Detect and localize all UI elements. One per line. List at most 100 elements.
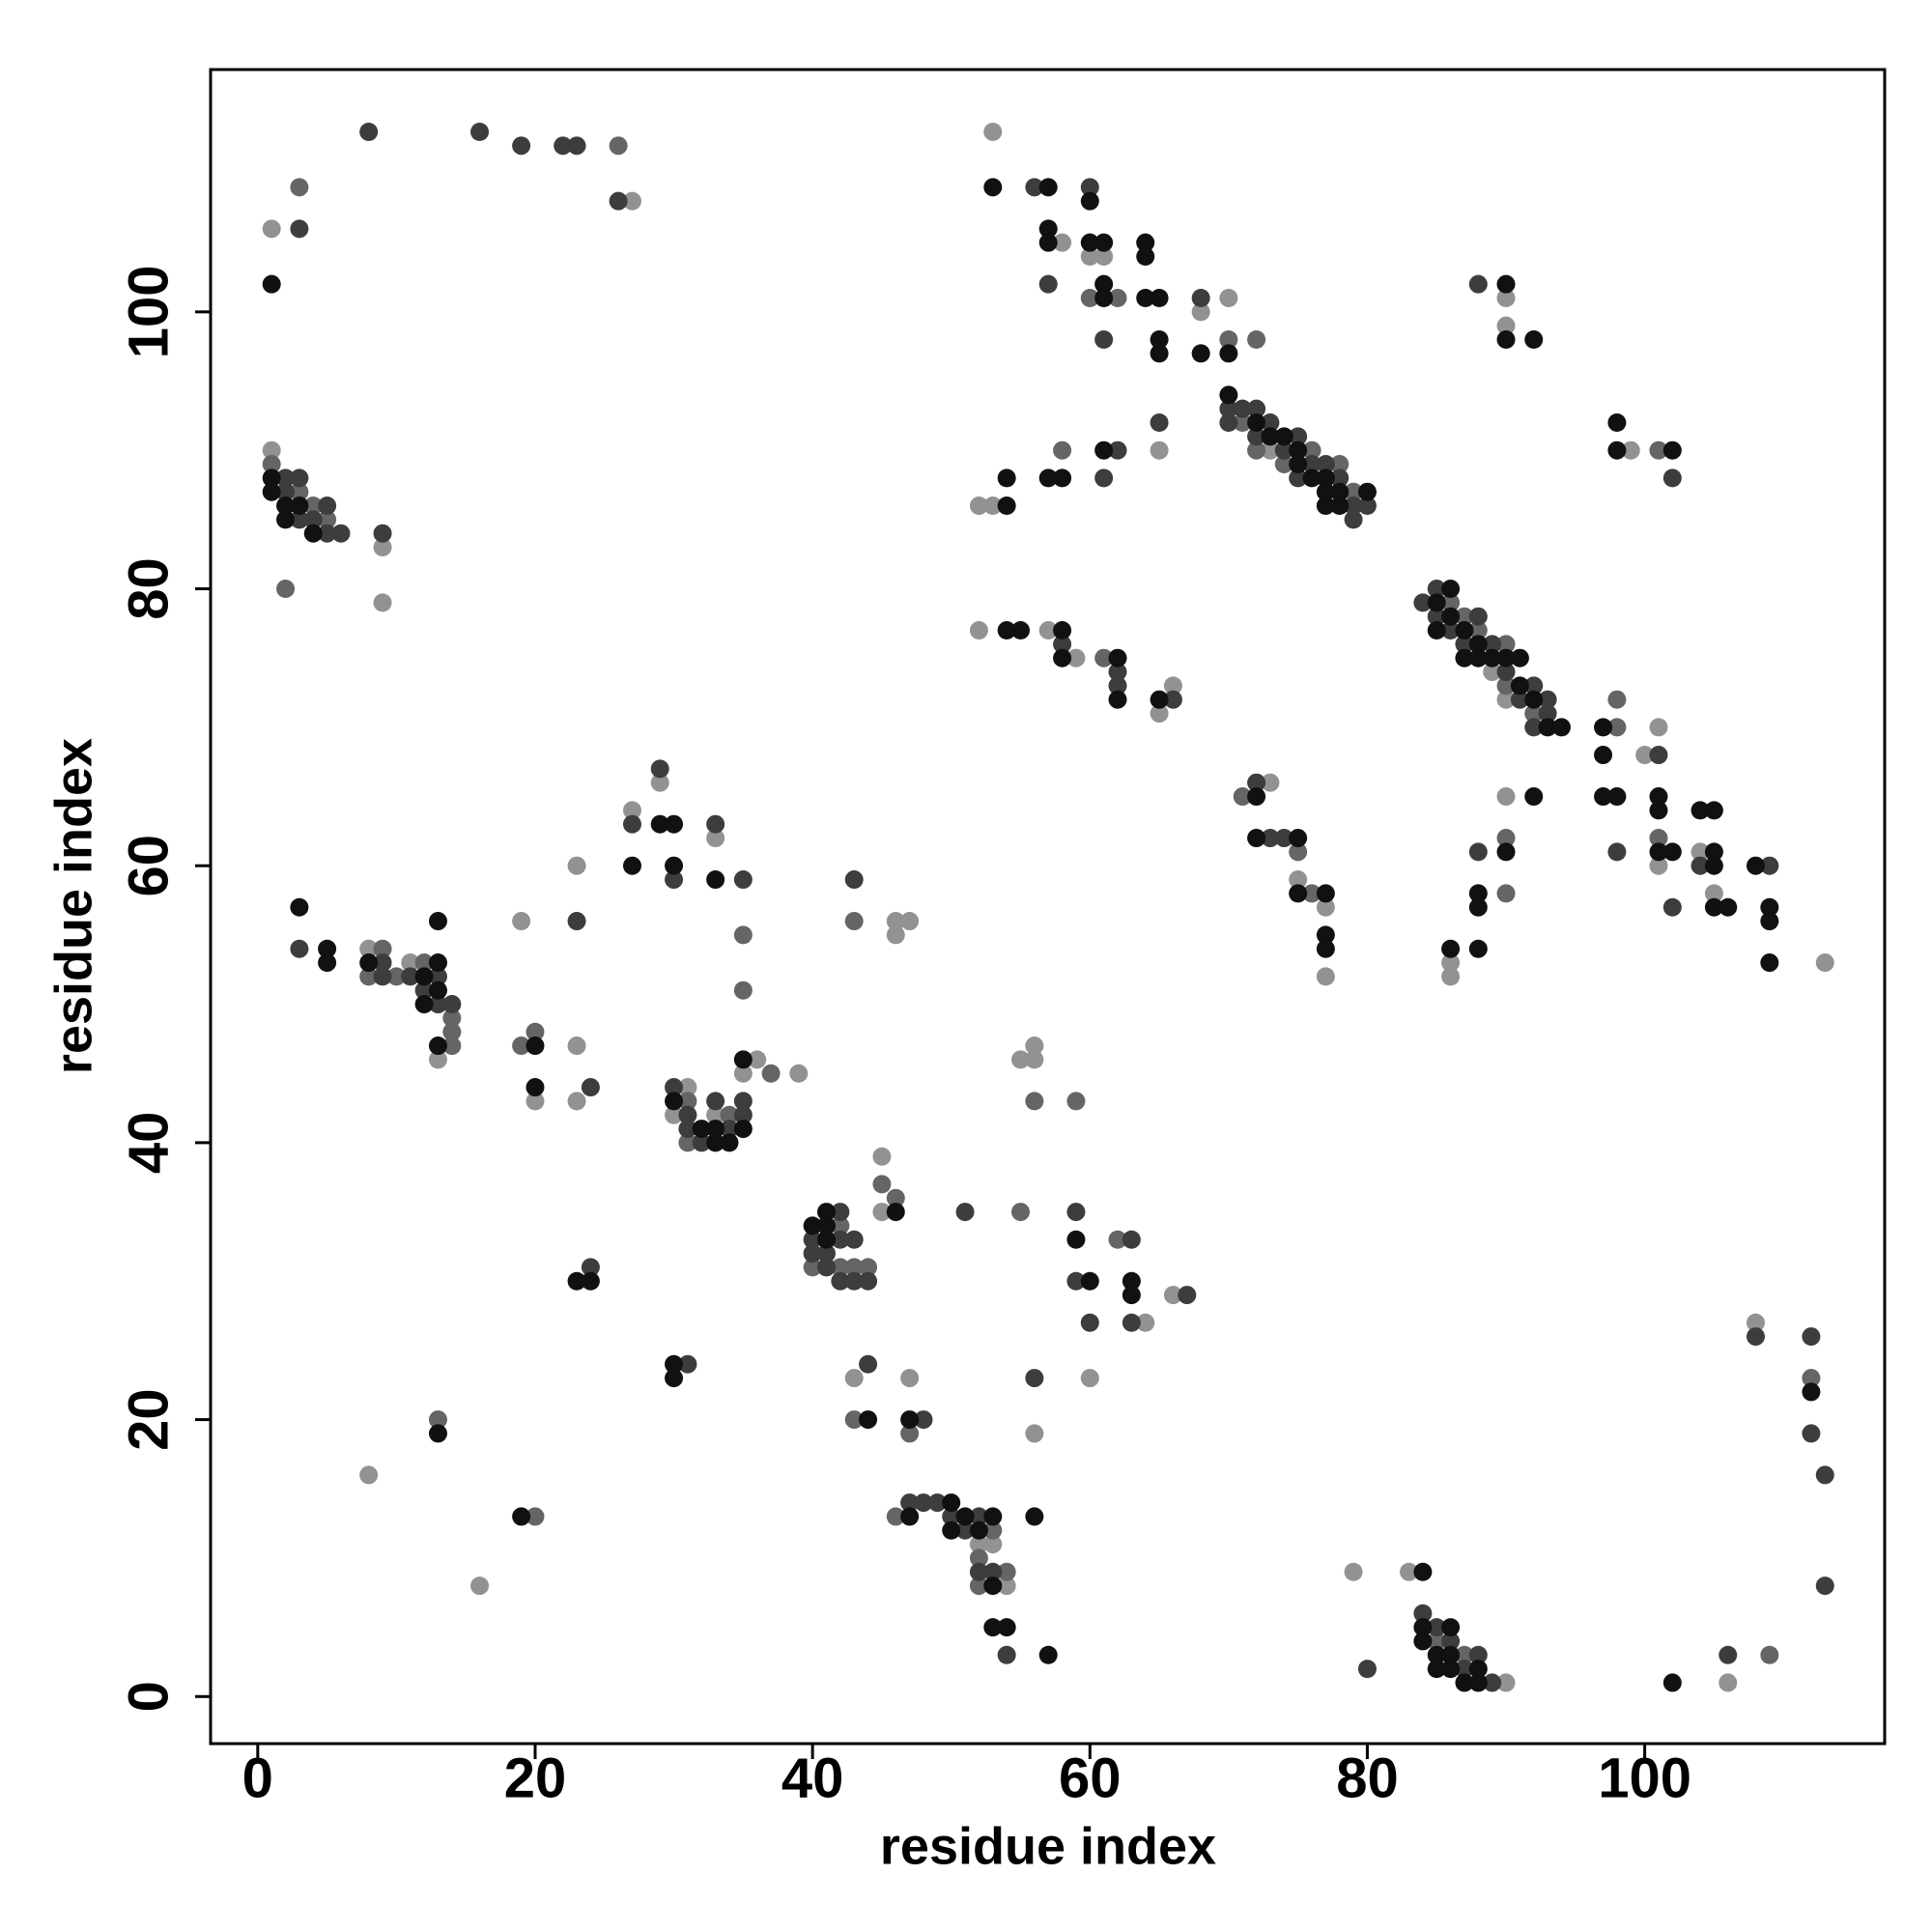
contact-point	[1468, 884, 1488, 903]
contact-point	[262, 440, 281, 460]
contact-point	[1108, 663, 1127, 682]
contact-point	[1038, 233, 1058, 252]
contact-point	[1289, 440, 1308, 460]
contact-point	[983, 123, 1003, 142]
contact-point	[1122, 1271, 1141, 1291]
contact-point	[1441, 967, 1461, 986]
contact-point	[955, 1507, 975, 1526]
contact-point	[844, 912, 864, 931]
contact-point	[1136, 1313, 1155, 1332]
contact-point	[1038, 274, 1058, 294]
contact-point	[1441, 580, 1461, 599]
contact-point	[1316, 482, 1335, 501]
contact-point	[706, 1120, 725, 1139]
contact-point	[678, 1354, 697, 1374]
contact-point	[1760, 953, 1779, 973]
contact-point	[1025, 1092, 1044, 1111]
contact-point	[983, 1577, 1003, 1596]
contact-point	[1441, 939, 1461, 958]
contact-point	[609, 136, 628, 156]
y-tick-label: 60	[117, 835, 180, 897]
contact-point	[942, 1507, 961, 1526]
contact-point	[1524, 330, 1544, 350]
contact-point	[1038, 621, 1058, 640]
contact-point	[1427, 1660, 1446, 1679]
contact-point	[1496, 648, 1516, 668]
contact-point	[886, 1507, 905, 1526]
contact-point	[373, 939, 392, 958]
contact-point	[1802, 1382, 1821, 1402]
contact-point	[706, 814, 725, 834]
contact-point	[1025, 1037, 1044, 1056]
contact-point	[1122, 1286, 1141, 1305]
contact-point	[1441, 1660, 1461, 1679]
contact-point	[1468, 648, 1488, 668]
contact-point	[1038, 469, 1058, 488]
contact-point	[886, 912, 905, 931]
contact-point	[1289, 455, 1308, 474]
contact-point	[1066, 1092, 1086, 1111]
contact-point	[414, 995, 434, 1014]
contact-point	[1662, 842, 1682, 862]
contact-point	[1247, 829, 1266, 848]
contact-point	[1150, 289, 1169, 308]
contact-point	[1289, 842, 1308, 862]
contact-point	[1316, 925, 1335, 945]
contact-point	[900, 1369, 920, 1388]
contact-point	[1538, 704, 1557, 724]
contact-point	[1108, 690, 1127, 709]
contact-point	[969, 1548, 988, 1568]
contact-point	[1441, 593, 1461, 612]
contact-point	[1150, 344, 1169, 363]
contact-point	[1719, 897, 1738, 917]
contact-point	[276, 510, 296, 529]
contact-point	[1690, 801, 1710, 820]
contact-point	[359, 1465, 379, 1485]
contact-point	[1400, 1562, 1419, 1581]
contact-point	[1413, 1604, 1433, 1623]
contact-point	[1357, 497, 1377, 516]
contact-point	[1247, 440, 1266, 460]
contact-point	[955, 1520, 975, 1540]
contact-point	[1094, 440, 1114, 460]
contact-point	[789, 1064, 809, 1083]
contact-point	[1427, 1645, 1446, 1664]
contact-point	[1261, 829, 1280, 848]
contact-point	[622, 191, 641, 211]
contact-point	[1496, 690, 1516, 709]
contact-point	[678, 1092, 697, 1111]
contact-point	[1122, 1313, 1141, 1332]
contact-point	[428, 1050, 447, 1069]
contact-point	[1108, 440, 1127, 460]
contact-point	[816, 1244, 836, 1264]
contact-point	[900, 1424, 920, 1443]
contact-point	[1080, 1313, 1099, 1332]
y-tick-label: 40	[117, 1112, 180, 1175]
contact-point	[526, 1022, 545, 1041]
contact-point	[816, 1230, 836, 1249]
contact-point	[733, 1120, 753, 1139]
contact-point	[1746, 1313, 1765, 1332]
contact-point	[1316, 455, 1335, 474]
contact-point	[844, 1230, 864, 1249]
contact-point	[1080, 1369, 1099, 1388]
contact-point	[997, 1577, 1016, 1596]
contact-point	[1011, 621, 1031, 640]
contact-point	[290, 469, 309, 488]
contact-point	[1289, 469, 1308, 488]
contact-point	[692, 1133, 711, 1152]
contact-point	[442, 1037, 462, 1056]
contact-point	[1247, 787, 1266, 807]
contact-point	[1704, 842, 1723, 862]
contact-point	[581, 1258, 600, 1277]
contact-point	[1094, 274, 1114, 294]
contact-point	[1094, 648, 1114, 668]
contact-point	[1066, 1271, 1086, 1291]
contact-point	[1150, 690, 1169, 709]
contact-point	[276, 469, 296, 488]
x-tick-label: 20	[504, 1747, 567, 1809]
contact-point	[1038, 1645, 1058, 1664]
contact-point	[428, 995, 447, 1014]
contact-point	[1053, 635, 1072, 654]
